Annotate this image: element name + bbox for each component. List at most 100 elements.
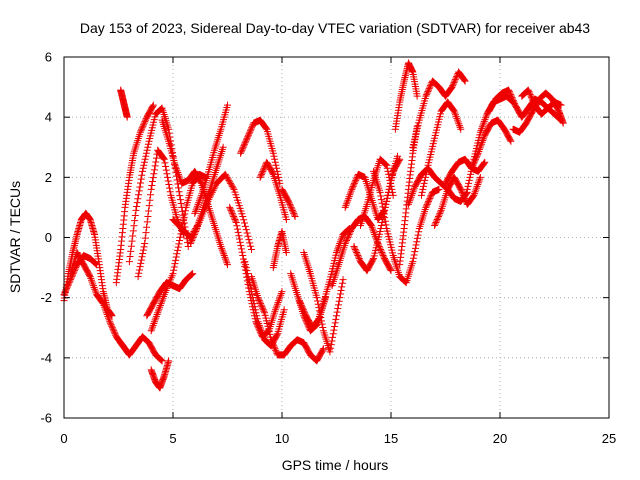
data-point-interp bbox=[379, 203, 387, 211]
data-point-interp bbox=[152, 158, 160, 166]
data-point-interp bbox=[330, 326, 338, 334]
data-point-interp bbox=[505, 88, 513, 96]
data-point-interp bbox=[240, 142, 248, 150]
data-point-interp bbox=[332, 315, 340, 323]
data-point-interp bbox=[245, 236, 253, 244]
data-point-interp bbox=[191, 229, 199, 237]
data-point-interp bbox=[225, 176, 233, 184]
data-point-interp bbox=[410, 184, 418, 192]
data-point-interp bbox=[90, 283, 98, 291]
data-point-interp bbox=[243, 267, 251, 275]
data-point-interp bbox=[257, 301, 265, 309]
data-point-interp bbox=[162, 166, 170, 174]
data-point-interp bbox=[271, 345, 279, 353]
data-point-interp bbox=[147, 191, 155, 199]
data-point-interp bbox=[203, 194, 211, 202]
data-point-interp bbox=[370, 229, 378, 237]
data-point-interp bbox=[423, 202, 431, 210]
data-point-interp bbox=[449, 105, 457, 113]
data-point bbox=[165, 357, 173, 365]
data-point-interp bbox=[290, 211, 298, 219]
data-point bbox=[413, 92, 421, 100]
data-point-interp bbox=[425, 85, 433, 93]
data-point-interp bbox=[355, 253, 363, 261]
data-point-interp bbox=[173, 250, 181, 258]
data-point-interp bbox=[159, 153, 167, 161]
data-point-interp bbox=[272, 161, 280, 169]
data-point-interp bbox=[329, 333, 337, 341]
data-point-interp bbox=[460, 75, 468, 83]
data-point-interp bbox=[236, 238, 244, 246]
data-point bbox=[387, 267, 395, 275]
data-point bbox=[319, 345, 327, 353]
data-point-interp bbox=[329, 330, 337, 338]
data-point-interp bbox=[142, 152, 150, 160]
data-point-interp bbox=[479, 135, 487, 143]
data-point-interp bbox=[223, 173, 231, 181]
data-point bbox=[158, 357, 166, 365]
data-point-interp bbox=[468, 163, 476, 171]
data-point-interp bbox=[253, 315, 261, 323]
data-point-interp bbox=[162, 163, 170, 171]
data-point-interp bbox=[91, 287, 99, 295]
data-point-interp bbox=[235, 235, 243, 243]
data-point-interp bbox=[248, 124, 256, 132]
data-point-interp bbox=[176, 233, 184, 241]
data-point-interp bbox=[101, 305, 109, 313]
data-point-interp bbox=[268, 337, 276, 345]
data-point bbox=[254, 318, 262, 326]
data-point-interp bbox=[296, 298, 304, 306]
data-point-interp bbox=[158, 296, 166, 304]
data-point-interp bbox=[506, 89, 514, 97]
data-point-interp bbox=[195, 199, 203, 207]
data-point bbox=[93, 261, 101, 269]
data-point-interp bbox=[337, 286, 345, 294]
data-point-interp bbox=[288, 205, 296, 213]
data-point-interp bbox=[196, 195, 204, 203]
data-point-interp bbox=[134, 195, 142, 203]
data-point-interp bbox=[140, 243, 148, 251]
data-point-interp bbox=[149, 321, 157, 329]
data-point-interp bbox=[244, 232, 252, 240]
data-point-interp bbox=[506, 136, 514, 144]
data-point-interp bbox=[195, 197, 203, 205]
data-point-interp bbox=[179, 217, 187, 225]
data-point-interp bbox=[388, 185, 396, 193]
data-point-interp bbox=[387, 182, 395, 190]
data-point-interp bbox=[137, 179, 145, 187]
data-point-interp bbox=[87, 274, 95, 282]
data-point-interp bbox=[256, 323, 264, 331]
data-point-interp bbox=[180, 213, 188, 221]
data-point-interp bbox=[300, 307, 308, 315]
data-point bbox=[367, 221, 375, 229]
data-point-interp bbox=[480, 159, 488, 167]
data-point-interp bbox=[456, 123, 464, 131]
data-point-interp bbox=[202, 196, 210, 204]
data-point bbox=[313, 294, 321, 302]
data-point-interp bbox=[346, 191, 354, 199]
data-point bbox=[106, 318, 114, 326]
data-point-interp bbox=[385, 173, 393, 181]
data-point-interp bbox=[92, 260, 100, 268]
data-point-interp bbox=[451, 77, 459, 85]
data-point-interp bbox=[436, 209, 444, 217]
data-point-interp bbox=[268, 339, 276, 347]
data-point-interp bbox=[172, 256, 180, 264]
data-point-interp bbox=[335, 297, 343, 305]
data-point-interp bbox=[472, 186, 480, 194]
data-point bbox=[67, 276, 75, 284]
data-point-interp bbox=[175, 240, 183, 248]
data-point-interp bbox=[336, 294, 344, 302]
data-point-interp bbox=[343, 237, 351, 245]
data-point-interp bbox=[343, 200, 351, 208]
data-point bbox=[350, 243, 358, 251]
data-point-interp bbox=[226, 178, 234, 186]
data-point-interp bbox=[174, 169, 182, 177]
data-point-interp bbox=[145, 207, 153, 215]
data-point-interp bbox=[149, 323, 157, 331]
data-point-interp bbox=[409, 254, 417, 262]
data-point-interp bbox=[176, 192, 184, 200]
data-point-interp bbox=[190, 230, 198, 238]
data-point bbox=[271, 306, 279, 314]
data-point-interp bbox=[163, 170, 171, 178]
